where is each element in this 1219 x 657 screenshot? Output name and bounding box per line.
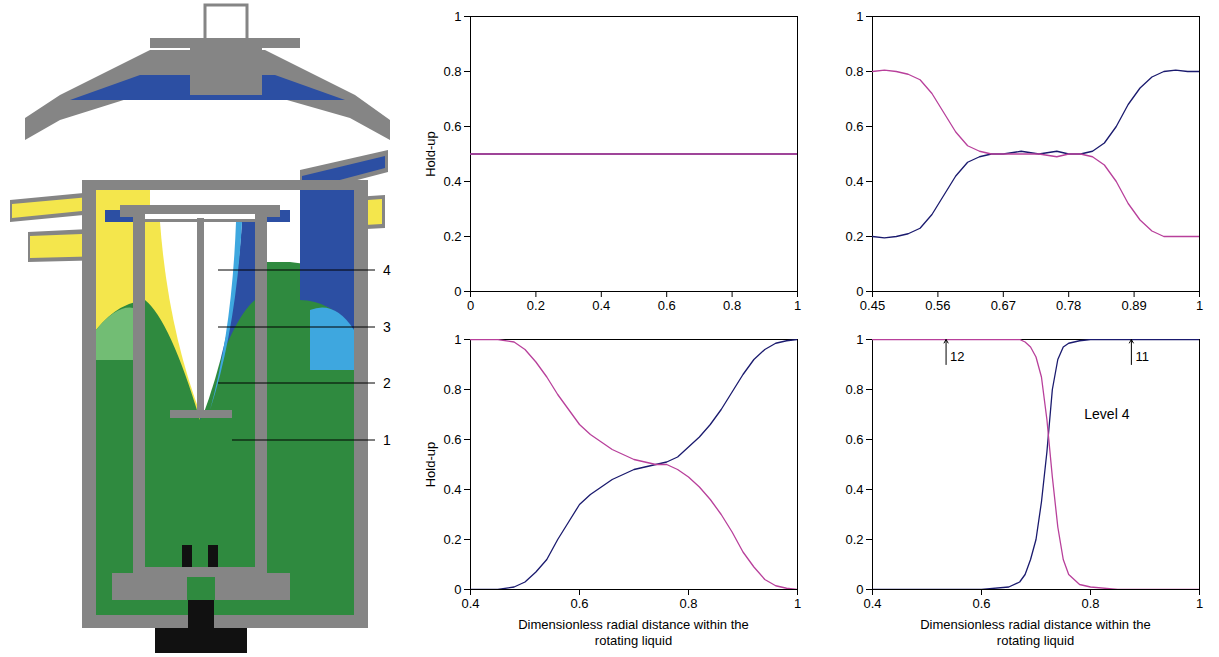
html-text:Dimensionless radial distance: Dimensionless radial distance within the… <box>518 617 749 648</box>
svg-text:0.4: 0.4 <box>461 596 479 611</box>
svg-text:1: 1 <box>454 9 461 24</box>
svg-text:0: 0 <box>454 582 461 597</box>
svg-text:1: 1 <box>383 432 391 448</box>
svg-text:0.78: 0.78 <box>1056 298 1081 313</box>
svg-text:Hold-up: Hold-up <box>423 131 438 177</box>
svg-text:1: 1 <box>1196 298 1203 313</box>
svg-text:0.89: 0.89 <box>1121 298 1146 313</box>
svg-text:0.8: 0.8 <box>845 382 863 397</box>
svg-text:0: 0 <box>856 284 863 299</box>
svg-text:0.6: 0.6 <box>845 432 863 447</box>
svg-text:0.6: 0.6 <box>443 119 461 134</box>
svg-text:0.45: 0.45 <box>860 298 885 313</box>
svg-text:2: 2 <box>383 375 391 391</box>
svg-text:0.6: 0.6 <box>972 596 990 611</box>
svg-text:11: 11 <box>1135 349 1149 364</box>
svg-text:0.2: 0.2 <box>443 229 461 244</box>
svg-text:0.2: 0.2 <box>845 532 863 547</box>
svg-text:0: 0 <box>454 284 461 299</box>
svg-text:0.4: 0.4 <box>845 174 863 189</box>
html-text:Dimensionless radial distance: Dimensionless radial distance within the… <box>920 617 1151 648</box>
svg-text:0.8: 0.8 <box>443 64 461 79</box>
svg-text:0.8: 0.8 <box>679 596 697 611</box>
svg-text:12: 12 <box>950 349 964 364</box>
svg-text:1: 1 <box>1196 596 1203 611</box>
svg-text:0.2: 0.2 <box>527 298 545 313</box>
svg-text:0.4: 0.4 <box>443 174 461 189</box>
svg-text:0.4: 0.4 <box>863 596 881 611</box>
svg-text:0.2: 0.2 <box>443 532 461 547</box>
svg-text:0.56: 0.56 <box>925 298 950 313</box>
svg-text:4: 4 <box>383 262 391 278</box>
svg-text:Level 4: Level 4 <box>1084 406 1129 422</box>
svg-text:0.6: 0.6 <box>443 432 461 447</box>
svg-text:0.8: 0.8 <box>845 64 863 79</box>
svg-text:1: 1 <box>856 9 863 24</box>
svg-text:0.8: 0.8 <box>1081 596 1099 611</box>
svg-text:1: 1 <box>794 298 801 313</box>
svg-text:1: 1 <box>454 332 461 347</box>
svg-text:1: 1 <box>856 332 863 347</box>
svg-text:0.67: 0.67 <box>991 298 1016 313</box>
svg-text:0.6: 0.6 <box>658 298 676 313</box>
svg-text:0.6: 0.6 <box>570 596 588 611</box>
svg-text:0.8: 0.8 <box>443 382 461 397</box>
svg-text:3: 3 <box>383 319 391 335</box>
svg-text:0.4: 0.4 <box>845 482 863 497</box>
svg-text:0: 0 <box>856 582 863 597</box>
svg-text:0.2: 0.2 <box>845 229 863 244</box>
svg-text:0.4: 0.4 <box>592 298 610 313</box>
svg-text:0.8: 0.8 <box>723 298 741 313</box>
svg-text:0: 0 <box>467 298 474 313</box>
svg-text:Hold-up: Hold-up <box>423 442 438 488</box>
svg-text:0.6: 0.6 <box>845 119 863 134</box>
svg-text:0.4: 0.4 <box>443 482 461 497</box>
svg-text:1: 1 <box>794 596 801 611</box>
